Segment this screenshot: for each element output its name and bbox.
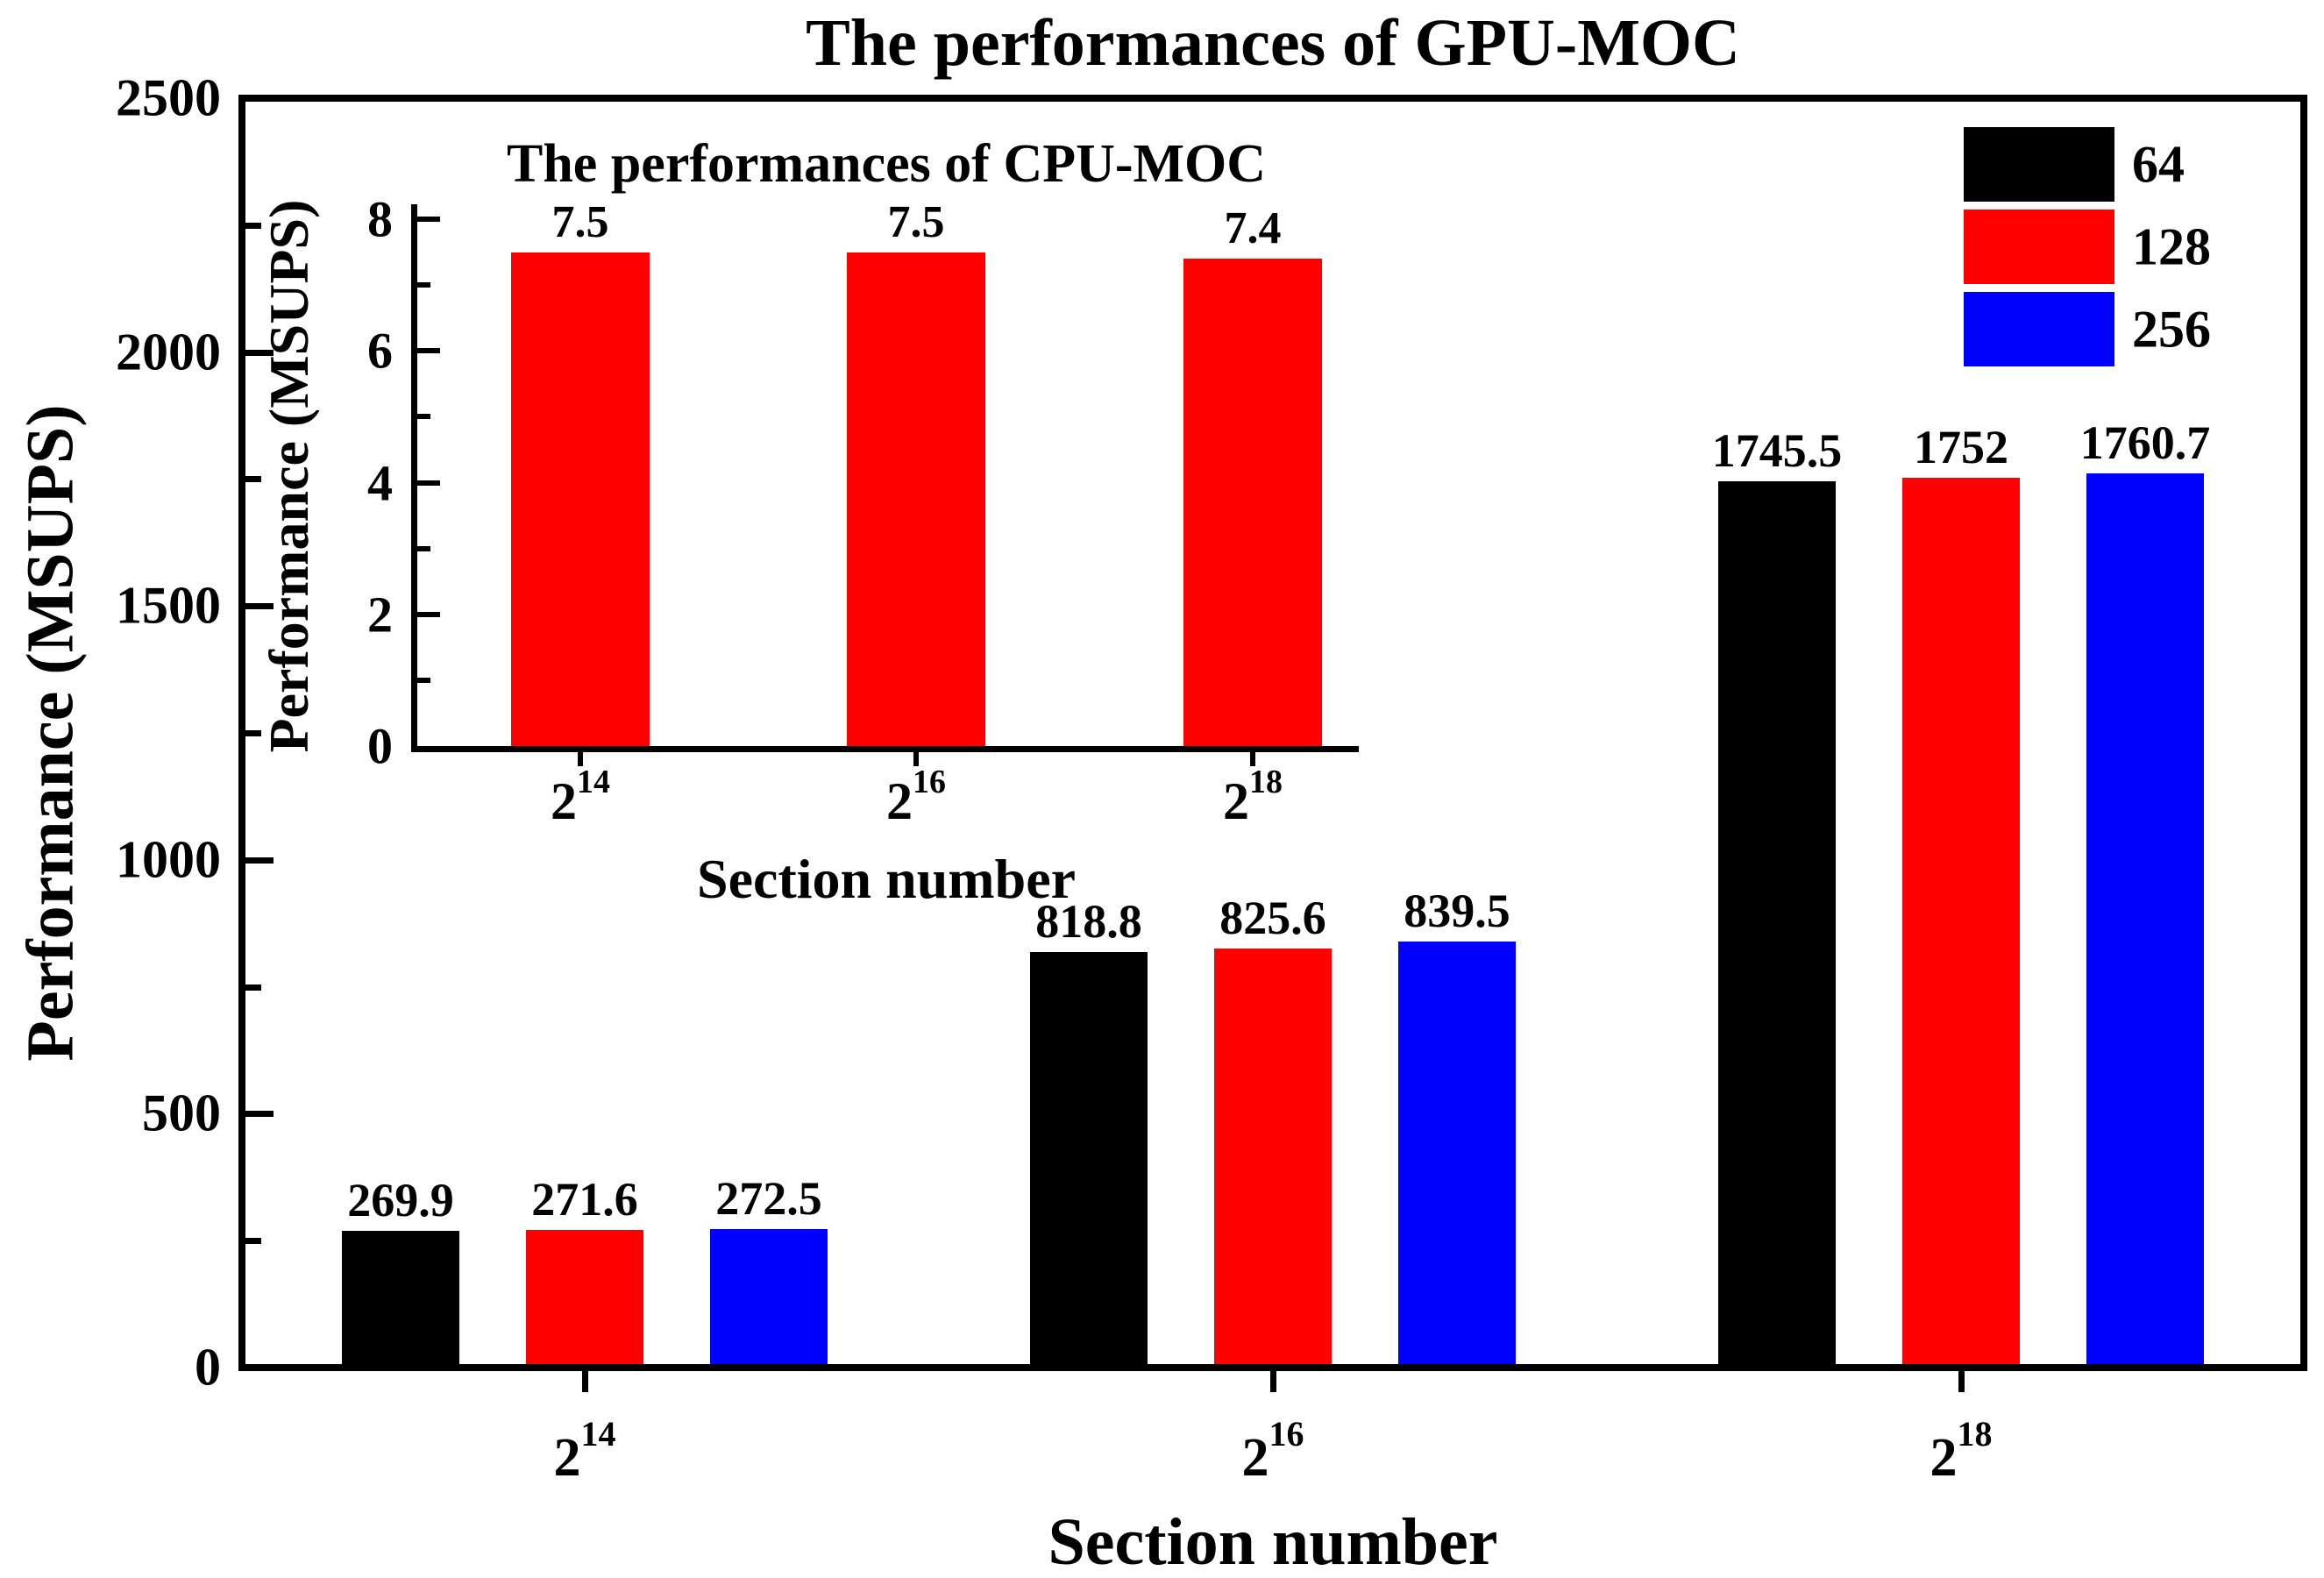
- y-axis-tick-label: 2000: [116, 323, 221, 381]
- bar-value-label: 271.6: [531, 1173, 638, 1226]
- inset-y-axis-tick-label: 4: [367, 454, 393, 512]
- y-axis-minor-tick: [245, 1238, 261, 1244]
- inset-x-axis-major-tick: [578, 752, 583, 766]
- bar: [1398, 942, 1516, 1364]
- x-axis-major-tick: [1270, 1371, 1276, 1392]
- inset-bar-value-label: 7.4: [1224, 203, 1282, 253]
- y-axis-tick-label: 2500: [116, 68, 221, 127]
- inset-y-axis-tick-label: 0: [367, 717, 393, 775]
- inset-bar: [511, 252, 650, 746]
- inset-y-axis-line: [411, 204, 417, 752]
- bar: [1214, 949, 1332, 1364]
- y-axis-tick-label: 1500: [116, 576, 221, 635]
- x-axis-major-tick: [582, 1371, 588, 1392]
- main-x-axis-title: Section number: [1048, 1505, 1498, 1578]
- bar: [1030, 952, 1148, 1364]
- bar-value-label: 818.8: [1035, 895, 1142, 948]
- inset-bar-value-label: 7.5: [887, 197, 945, 247]
- inset-y-axis-tick-label: 6: [367, 322, 393, 380]
- inset-x-category-label: 218: [1223, 764, 1283, 830]
- inset-x-category-label: 214: [551, 764, 610, 830]
- inset-x-category-label: 216: [886, 764, 946, 830]
- y-axis-minor-tick: [245, 476, 261, 482]
- inset-x-axis-title: Section number: [697, 848, 1076, 910]
- bar: [1902, 478, 2020, 1364]
- inset-bar: [1183, 259, 1322, 746]
- bar-value-label: 825.6: [1219, 892, 1326, 944]
- inset-y-axis-major-tick: [417, 217, 440, 222]
- inset-x-axis-major-tick: [913, 752, 919, 766]
- y-axis-major-tick: [245, 857, 274, 864]
- bar-value-label: 1752: [1914, 421, 2008, 473]
- x-category-label: 216: [1241, 1414, 1304, 1489]
- main-chart-title: The performances of GPU-MOC: [806, 6, 1740, 80]
- inset-bar: [847, 252, 985, 746]
- x-axis-major-tick: [1958, 1371, 1965, 1392]
- bar: [342, 1231, 459, 1364]
- inset-y-axis-tick-label: 2: [367, 586, 393, 643]
- y-axis-tick-label: 1000: [116, 830, 221, 889]
- x-category-label: 214: [553, 1414, 616, 1489]
- legend-label: 256: [2132, 300, 2211, 359]
- legend-swatch: [1964, 127, 2114, 202]
- bar: [1718, 481, 1836, 1364]
- legend-label: 64: [2132, 135, 2185, 194]
- inset-y-axis-tick-label: 8: [367, 190, 393, 248]
- inset-y-axis-title: Performance (MSUPS): [258, 199, 320, 753]
- inset-y-axis-minor-tick: [417, 282, 430, 288]
- y-axis-major-tick: [245, 1111, 274, 1117]
- bar-value-label: 269.9: [347, 1174, 454, 1226]
- y-axis-tick-label: 500: [142, 1084, 221, 1142]
- inset-y-axis-major-tick: [417, 480, 440, 486]
- inset-y-axis-major-tick: [417, 348, 440, 353]
- legend-label: 128: [2132, 217, 2211, 276]
- bar: [710, 1229, 828, 1364]
- inset-bar-value-label: 7.5: [551, 197, 609, 247]
- bar: [2086, 473, 2204, 1364]
- bar-value-label: 839.5: [1404, 885, 1510, 937]
- y-axis-major-tick: [245, 603, 274, 609]
- legend-swatch: [1964, 210, 2114, 284]
- bar-value-label: 1745.5: [1711, 424, 1843, 477]
- y-axis-minor-tick: [245, 984, 261, 991]
- y-axis-tick-label: 0: [195, 1338, 221, 1397]
- x-category-label: 218: [1930, 1414, 1993, 1489]
- inset-x-axis-line: [411, 746, 1359, 752]
- bar-value-label: 1760.7: [2079, 416, 2211, 469]
- bar-value-label: 272.5: [715, 1172, 822, 1225]
- inset-x-axis-major-tick: [1250, 752, 1255, 766]
- y-axis-minor-tick: [245, 223, 261, 229]
- bar: [526, 1230, 643, 1364]
- inset-y-axis-major-tick: [417, 612, 440, 617]
- y-axis-major-tick: [245, 350, 274, 356]
- y-axis-minor-tick: [245, 730, 261, 736]
- main-y-axis-title: Performance (MSUPS): [13, 404, 88, 1062]
- inset-chart-title: The performances of CPU-MOC: [506, 134, 1267, 194]
- inset-y-axis-minor-tick: [417, 414, 430, 419]
- inset-y-axis-minor-tick: [417, 678, 430, 683]
- inset-y-axis-minor-tick: [417, 546, 430, 551]
- legend-swatch: [1964, 292, 2114, 366]
